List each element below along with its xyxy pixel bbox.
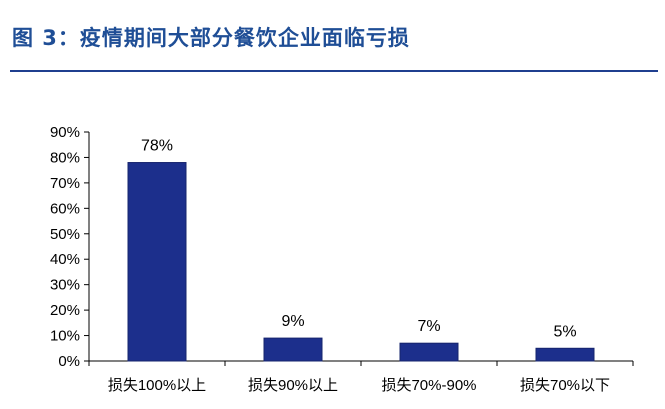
title-divider [10,70,658,72]
data-label: 7% [417,318,440,335]
y-tick-label: 60% [50,200,80,217]
x-axis [88,360,634,366]
bar [263,337,323,362]
category-labels: 损失100%以上 损失90%以上 损失70%-90% 损失70%以下 [108,377,610,394]
figure-title: 图 3：疫情期间大部分餐饮企业面临亏损 [12,26,410,50]
x-tick-label: 损失70%以下 [520,377,610,394]
data-label: 78% [141,138,173,155]
y-tick-label: 40% [50,251,80,268]
y-tick-label: 70% [50,175,80,192]
x-tick-label: 损失70%-90% [381,377,476,394]
y-tick-label: 10% [50,328,80,345]
bars [127,162,595,362]
x-tick-label: 损失90%以上 [248,377,338,394]
data-label: 9% [281,313,304,330]
x-tick-label: 损失100%以上 [108,377,206,394]
bar [127,162,187,362]
y-tick-label: 0% [58,353,80,370]
y-tick-label: 50% [50,226,80,243]
bar [399,342,459,362]
y-tick-label: 30% [50,277,80,294]
y-tick-label: 90% [50,124,80,141]
y-axis: 0% 10% 20% 30% 40% 50% 60% 70% 80% 90% [50,124,90,370]
data-label: 5% [553,323,576,340]
y-tick-label: 20% [50,302,80,319]
bar [535,347,595,362]
y-tick-label: 80% [50,149,80,166]
data-labels: 78% 9% 7% 5% [141,138,577,341]
